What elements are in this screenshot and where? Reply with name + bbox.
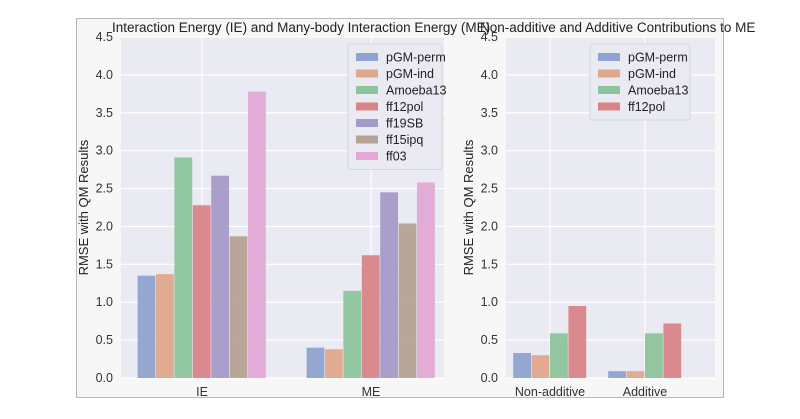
bar-ff12pol-non-additive [568, 306, 587, 378]
y-tick-label: 2.5 [96, 182, 113, 196]
legend: pGM-perm pGM-ind Amoeba13 ff12pol ff19SB ff15… [347, 43, 447, 170]
x-tick-label: IE [196, 385, 208, 399]
y-tick-label: 2.0 [481, 219, 498, 233]
bar-amoeba13-non-additive [550, 333, 568, 378]
bar-pgm-ind-additive [626, 371, 645, 378]
y-tick-label: 3.5 [96, 106, 113, 120]
bar-pgm-perm-non-additive [513, 352, 531, 378]
chart-title: Non-additive and Additive Contributions … [480, 20, 755, 35]
legend-swatch [356, 119, 378, 127]
chart-panel-1: 0.0 0.5 1.0 1.5 2.0 2.5 3.0 3.5 4.0 4.5 IE ME Intera… [76, 20, 490, 399]
bar-ff12pol-me [361, 255, 380, 378]
y-tick-label: 1.0 [481, 295, 498, 309]
bar-ff19sb-ie [211, 175, 229, 378]
y-tick-label: 2.0 [96, 219, 113, 233]
y-tick-label: 4.0 [96, 68, 113, 82]
legend-swatch [356, 53, 378, 61]
y-tick-label: 1.5 [481, 257, 498, 271]
bar-amoeba13-me [343, 290, 362, 378]
bar-ff15ipq-ie [229, 236, 248, 378]
legend-swatch [356, 152, 378, 160]
legend-swatch [356, 135, 378, 144]
legend-swatch [356, 102, 378, 111]
y-tick-label: 0.0 [481, 371, 498, 385]
legend-swatch [598, 86, 620, 94]
legend-swatch [356, 69, 378, 78]
bar-ff12pol-ie [192, 205, 211, 378]
legend-label: ff03 [386, 150, 407, 164]
bar-amoeba13-additive [645, 333, 663, 378]
legend-label: pGM-perm [628, 51, 688, 65]
y-axis-label: RMSE with QM Results [76, 139, 91, 275]
legend-label: pGM-ind [386, 67, 434, 81]
y-tick-label: 1.5 [96, 257, 113, 271]
bar-pgm-ind-ie [156, 274, 174, 378]
bar-ff15ipq-me [398, 223, 417, 378]
legend-label: Amoeba13 [628, 84, 689, 98]
bar-pgm-perm-ie [137, 275, 156, 378]
x-tick-label: ME [362, 385, 381, 399]
y-tick-label: 2.5 [481, 182, 498, 196]
legend-swatch [598, 53, 620, 61]
y-tick-label: 3.0 [96, 144, 113, 158]
legend: pGM-perm pGM-ind Amoeba13 ff12pol [589, 43, 691, 121]
y-tick-label: 0.5 [96, 333, 113, 347]
legend-box [589, 43, 691, 121]
y-tick-label: 0.5 [481, 333, 498, 347]
legend-label: pGM-perm [386, 51, 446, 65]
y-tick-label: 1.0 [96, 295, 113, 309]
x-tick-label: Non-additive [515, 385, 585, 399]
bar-ff19sb-me [380, 192, 398, 378]
chart-title: Interaction Energy (IE) and Many-body In… [112, 20, 490, 35]
legend-label: Amoeba13 [386, 84, 447, 98]
y-tick-label: 4.5 [96, 30, 113, 44]
legend-label: ff19SB [386, 117, 423, 131]
y-tick-label: 4.0 [481, 68, 498, 82]
legend-label: pGM-ind [628, 67, 676, 81]
legend-swatch [598, 102, 620, 111]
y-tick-label: 3.5 [481, 106, 498, 120]
bar-ff03-ie [248, 91, 266, 378]
bar-ff03-me [417, 182, 435, 378]
chart-panel-2: 0.00.51.01.52.02.53.03.54.04.5Non-additi… [461, 20, 755, 399]
bar-pgm-perm-me [306, 347, 325, 378]
x-tick-label: Additive [623, 385, 668, 399]
bar-pgm-ind-me [325, 349, 343, 378]
bar-ff12pol-additive [663, 323, 682, 378]
bar-pgm-perm-additive [608, 371, 626, 378]
y-axis-label: RMSE with QM Results [461, 139, 476, 275]
legend-label: ff12pol [386, 100, 423, 114]
legend-label: ff12pol [628, 100, 665, 114]
legend-swatch [356, 86, 378, 94]
legend-label: ff15ipq [386, 133, 423, 147]
y-tick-label: 0.0 [96, 371, 113, 385]
y-tick-label: 3.0 [481, 144, 498, 158]
bar-pgm-ind-non-additive [531, 355, 550, 378]
legend-swatch [598, 69, 620, 78]
bar-amoeba13-ie [174, 157, 193, 378]
y-tick-label: 4.5 [481, 30, 498, 44]
